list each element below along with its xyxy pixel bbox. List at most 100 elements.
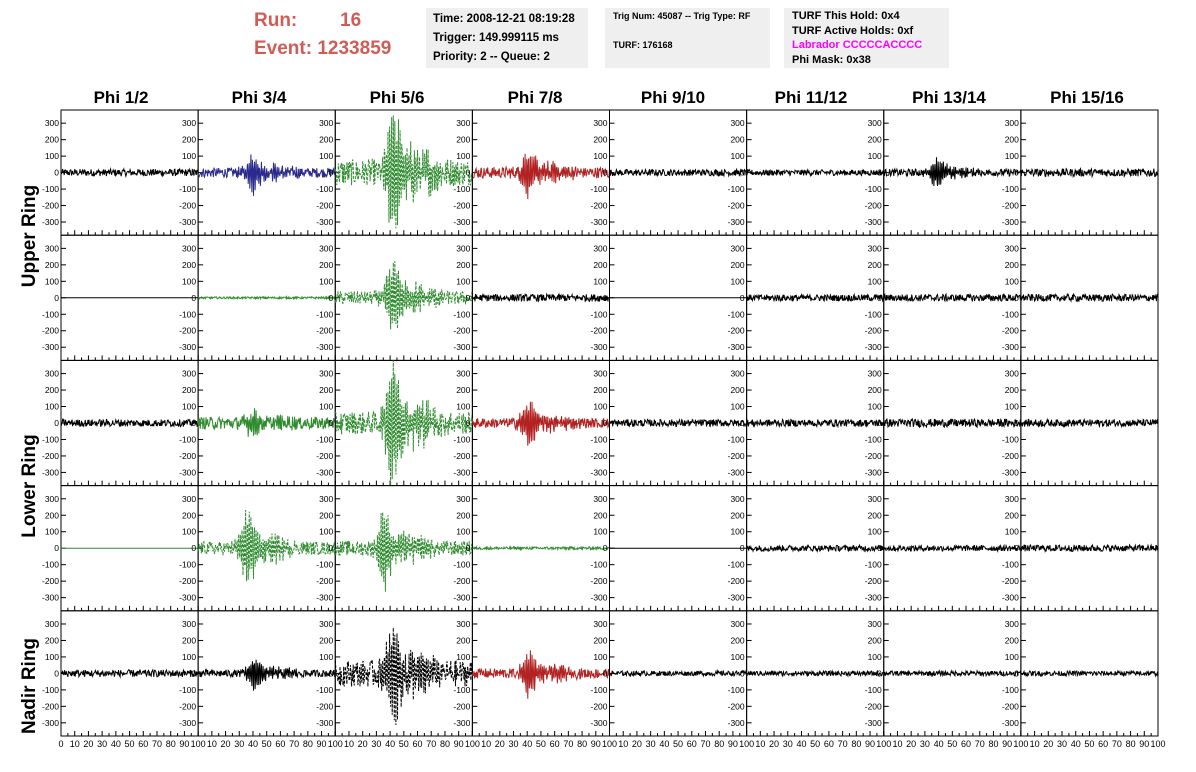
y-tick-label: 0: [603, 418, 608, 428]
y-tick-label: 300: [182, 243, 196, 253]
x-tick-label: 0: [58, 739, 63, 749]
y-tick-label: 200: [456, 135, 470, 145]
y-tick-label: 200: [868, 260, 882, 270]
y-tick-label: -300: [42, 467, 59, 477]
y-tick-label: 100: [182, 652, 196, 662]
y-tick-label: -300: [728, 593, 745, 603]
y-tick-label: 300: [1005, 118, 1019, 128]
x-tick-label: 30: [509, 739, 519, 749]
y-tick-label: -200: [590, 576, 607, 586]
y-tick-label: 0: [466, 168, 471, 178]
y-tick-label: -100: [1002, 685, 1019, 695]
x-tick-label: 50: [1084, 739, 1094, 749]
x-tick-label: 60: [1098, 739, 1108, 749]
y-tick-label: -200: [728, 326, 745, 336]
y-tick-label: 100: [868, 652, 882, 662]
x-tick-label: 70: [563, 739, 573, 749]
y-tick-label: 300: [182, 118, 196, 128]
x-tick-label: 60: [275, 739, 285, 749]
y-tick-label: -300: [728, 467, 745, 477]
y-tick-label: -100: [179, 685, 196, 695]
event-label: Event:: [254, 38, 313, 59]
y-tick-label: -200: [865, 326, 882, 336]
waveform-series-r1-c7: [1020, 292, 1159, 303]
y-tick-label: -200: [865, 201, 882, 211]
y-tick-label: 300: [1005, 243, 1019, 253]
y-tick-label: 200: [319, 260, 333, 270]
waveform-series-r4-c0: [60, 668, 199, 679]
y-tick-label: -200: [42, 326, 59, 336]
y-tick-label: -100: [1002, 184, 1019, 194]
y-tick-label: 300: [868, 118, 882, 128]
y-tick-label: -300: [453, 593, 470, 603]
y-tick-label: 200: [182, 385, 196, 395]
y-tick-label: 100: [182, 527, 196, 537]
y-tick-label: 200: [319, 135, 333, 145]
x-tick-label: 20: [221, 739, 231, 749]
waveform-series-r0-c7: [1020, 166, 1159, 179]
y-tick-label: 0: [1014, 168, 1019, 178]
x-tick-label: 60: [413, 739, 423, 749]
x-tick-label: 30: [646, 739, 656, 749]
y-tick-label: -300: [590, 467, 607, 477]
y-tick-label: 100: [730, 652, 744, 662]
y-tick-label: -200: [179, 576, 196, 586]
y-tick-label: 300: [319, 118, 333, 128]
y-tick-label: -300: [179, 217, 196, 227]
y-tick-label: 100: [593, 402, 607, 412]
labrador-text: Labrador CCCCCACCCC: [792, 39, 923, 51]
x-tick-label: 80: [988, 739, 998, 749]
waveform-series-r4-c6: [883, 669, 1022, 678]
waveform-series-r4-c3: [471, 650, 610, 699]
y-tick-label: -300: [590, 342, 607, 352]
x-tick-label: 10: [207, 739, 217, 749]
waveform-series-r0-c1: [197, 154, 336, 196]
x-tick-label: 80: [440, 739, 450, 749]
y-tick-label: -200: [179, 201, 196, 211]
x-tick-label: 100: [1150, 739, 1165, 749]
y-tick-label: 200: [456, 260, 470, 270]
y-tick-label: 300: [45, 494, 59, 504]
y-tick-label: -300: [179, 467, 196, 477]
y-tick-label: -200: [728, 576, 745, 586]
y-tick-label: 100: [1005, 402, 1019, 412]
x-tick-label: 90: [591, 739, 601, 749]
x-tick-label: 40: [1071, 739, 1081, 749]
y-tick-label: -100: [453, 434, 470, 444]
time-text: Time: 2008-12-21 08:19:28: [433, 13, 575, 25]
column-label-phi-11-12: Phi 11/12: [774, 88, 848, 107]
y-tick-label: 300: [45, 369, 59, 379]
y-tick-label: 0: [740, 293, 745, 303]
y-tick-label: -200: [728, 201, 745, 211]
waveform-series-r3-c7: [1020, 543, 1159, 553]
y-tick-label: 100: [868, 151, 882, 161]
y-tick-label: 300: [868, 369, 882, 379]
y-tick-label: 300: [45, 243, 59, 253]
y-tick-label: 300: [45, 118, 59, 128]
waveform-series-r2-c4: [609, 418, 748, 428]
y-tick-label: 0: [191, 418, 196, 428]
y-tick-label: 300: [1005, 369, 1019, 379]
y-tick-label: -100: [316, 434, 333, 444]
x-tick-label: 40: [796, 739, 806, 749]
y-tick-label: 200: [182, 510, 196, 520]
y-tick-label: -100: [179, 434, 196, 444]
y-tick-label: 200: [1005, 635, 1019, 645]
y-tick-label: 300: [730, 243, 744, 253]
y-tick-label: 100: [456, 652, 470, 662]
waveform-series-r1-c2: [334, 261, 473, 330]
y-tick-label: 100: [45, 276, 59, 286]
x-tick-label: 30: [371, 739, 381, 749]
y-tick-label: 100: [319, 402, 333, 412]
y-tick-label: -300: [1002, 718, 1019, 728]
y-tick-label: 200: [1005, 135, 1019, 145]
y-tick-label: -300: [316, 718, 333, 728]
y-tick-label: 300: [593, 243, 607, 253]
x-tick-label: 70: [289, 739, 299, 749]
y-tick-label: -100: [453, 184, 470, 194]
y-tick-label: 300: [593, 494, 607, 504]
y-tick-label: -100: [590, 309, 607, 319]
y-tick-label: -200: [453, 451, 470, 461]
x-tick-label: 50: [673, 739, 683, 749]
y-tick-label: 300: [456, 369, 470, 379]
